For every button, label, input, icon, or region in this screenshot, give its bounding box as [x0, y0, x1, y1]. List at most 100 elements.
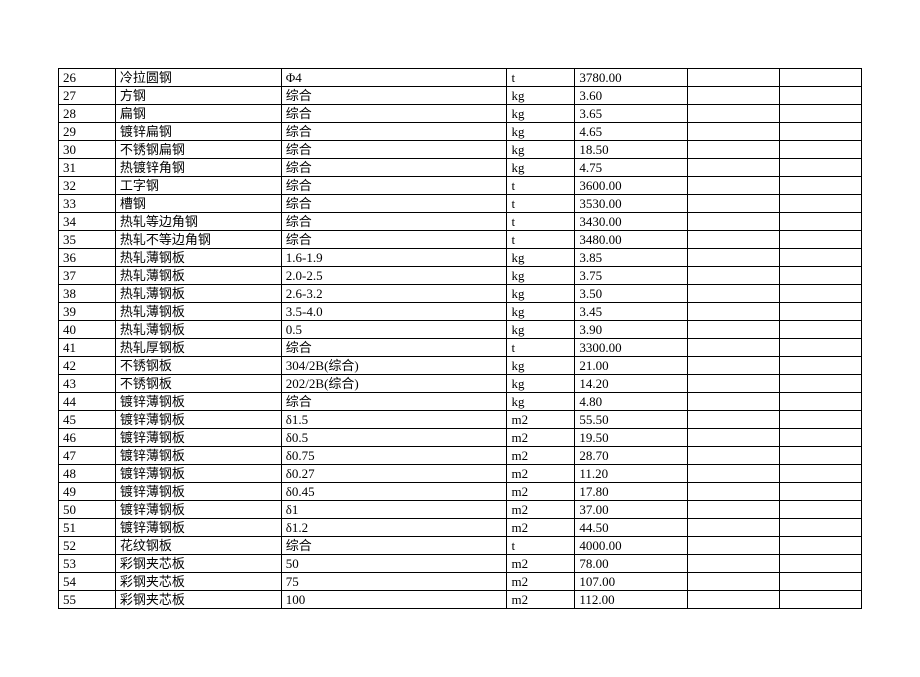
cell-price: 3300.00	[575, 339, 688, 357]
cell-material: 彩钢夹芯板	[115, 573, 281, 591]
cell-empty	[688, 501, 780, 519]
cell-price: 21.00	[575, 357, 688, 375]
cell-spec: 综合	[281, 105, 507, 123]
cell-unit: kg	[507, 303, 575, 321]
cell-price: 3.85	[575, 249, 688, 267]
cell-index: 39	[59, 303, 116, 321]
cell-empty	[780, 393, 862, 411]
table-row: 29镀锌扁钢综合kg4.65	[59, 123, 862, 141]
cell-unit: kg	[507, 357, 575, 375]
cell-empty	[780, 231, 862, 249]
cell-price: 3.60	[575, 87, 688, 105]
cell-price: 3530.00	[575, 195, 688, 213]
cell-spec: 综合	[281, 159, 507, 177]
cell-spec: 综合	[281, 177, 507, 195]
cell-material: 镀锌薄钢板	[115, 411, 281, 429]
cell-price: 3480.00	[575, 231, 688, 249]
cell-material: 镀锌薄钢板	[115, 483, 281, 501]
cell-material: 冷拉圆钢	[115, 69, 281, 87]
table-row: 30不锈钢扁钢综合kg18.50	[59, 141, 862, 159]
table-row: 48镀锌薄钢板δ0.27m211.20	[59, 465, 862, 483]
cell-unit: m2	[507, 447, 575, 465]
cell-unit: t	[507, 339, 575, 357]
cell-spec: 2.6-3.2	[281, 285, 507, 303]
cell-empty	[688, 87, 780, 105]
cell-spec: 综合	[281, 393, 507, 411]
cell-index: 37	[59, 267, 116, 285]
cell-empty	[780, 69, 862, 87]
cell-index: 55	[59, 591, 116, 609]
cell-price: 11.20	[575, 465, 688, 483]
cell-unit: kg	[507, 321, 575, 339]
cell-empty	[688, 213, 780, 231]
cell-unit: t	[507, 69, 575, 87]
table-row: 45镀锌薄钢板δ1.5m255.50	[59, 411, 862, 429]
cell-index: 47	[59, 447, 116, 465]
cell-price: 4.65	[575, 123, 688, 141]
cell-price: 3.45	[575, 303, 688, 321]
cell-empty	[780, 141, 862, 159]
cell-index: 48	[59, 465, 116, 483]
cell-index: 32	[59, 177, 116, 195]
cell-empty	[780, 87, 862, 105]
table-row: 53彩钢夹芯板50m278.00	[59, 555, 862, 573]
cell-spec: 2.0-2.5	[281, 267, 507, 285]
cell-empty	[688, 339, 780, 357]
cell-spec: δ1.2	[281, 519, 507, 537]
cell-material: 热轧等边角钢	[115, 213, 281, 231]
cell-material: 热轧不等边角钢	[115, 231, 281, 249]
cell-empty	[780, 447, 862, 465]
table-row: 54彩钢夹芯板75m2107.00	[59, 573, 862, 591]
cell-unit: kg	[507, 123, 575, 141]
cell-material: 热镀锌角钢	[115, 159, 281, 177]
cell-empty	[688, 123, 780, 141]
cell-material: 槽钢	[115, 195, 281, 213]
cell-material: 镀锌薄钢板	[115, 393, 281, 411]
cell-price: 78.00	[575, 555, 688, 573]
cell-unit: m2	[507, 591, 575, 609]
cell-empty	[780, 375, 862, 393]
cell-price: 37.00	[575, 501, 688, 519]
cell-empty	[688, 591, 780, 609]
table-row: 35热轧不等边角钢综合t3480.00	[59, 231, 862, 249]
cell-unit: t	[507, 195, 575, 213]
cell-material: 热轧薄钢板	[115, 285, 281, 303]
cell-empty	[780, 267, 862, 285]
cell-material: 镀锌薄钢板	[115, 519, 281, 537]
cell-index: 54	[59, 573, 116, 591]
cell-empty	[780, 501, 862, 519]
cell-unit: kg	[507, 285, 575, 303]
cell-index: 29	[59, 123, 116, 141]
cell-unit: kg	[507, 249, 575, 267]
cell-index: 26	[59, 69, 116, 87]
cell-price: 3600.00	[575, 177, 688, 195]
cell-spec: δ1.5	[281, 411, 507, 429]
cell-price: 14.20	[575, 375, 688, 393]
cell-material: 热轧薄钢板	[115, 303, 281, 321]
cell-material: 镀锌扁钢	[115, 123, 281, 141]
table-row: 46镀锌薄钢板δ0.5m219.50	[59, 429, 862, 447]
cell-empty	[780, 285, 862, 303]
cell-material: 热轧薄钢板	[115, 267, 281, 285]
cell-unit: kg	[507, 105, 575, 123]
cell-unit: kg	[507, 267, 575, 285]
cell-unit: kg	[507, 159, 575, 177]
table-row: 43不锈钢板202/2B(综合)kg14.20	[59, 375, 862, 393]
cell-material: 镀锌薄钢板	[115, 429, 281, 447]
cell-unit: t	[507, 177, 575, 195]
cell-empty	[688, 249, 780, 267]
table-row: 39热轧薄钢板3.5-4.0kg3.45	[59, 303, 862, 321]
cell-spec: 0.5	[281, 321, 507, 339]
cell-index: 42	[59, 357, 116, 375]
cell-empty	[780, 249, 862, 267]
table-row: 34热轧等边角钢综合t3430.00	[59, 213, 862, 231]
table-row: 50镀锌薄钢板δ1m237.00	[59, 501, 862, 519]
cell-empty	[780, 321, 862, 339]
cell-index: 53	[59, 555, 116, 573]
cell-index: 38	[59, 285, 116, 303]
cell-index: 52	[59, 537, 116, 555]
table-row: 32工字钢综合t3600.00	[59, 177, 862, 195]
cell-unit: kg	[507, 375, 575, 393]
cell-index: 30	[59, 141, 116, 159]
cell-price: 107.00	[575, 573, 688, 591]
